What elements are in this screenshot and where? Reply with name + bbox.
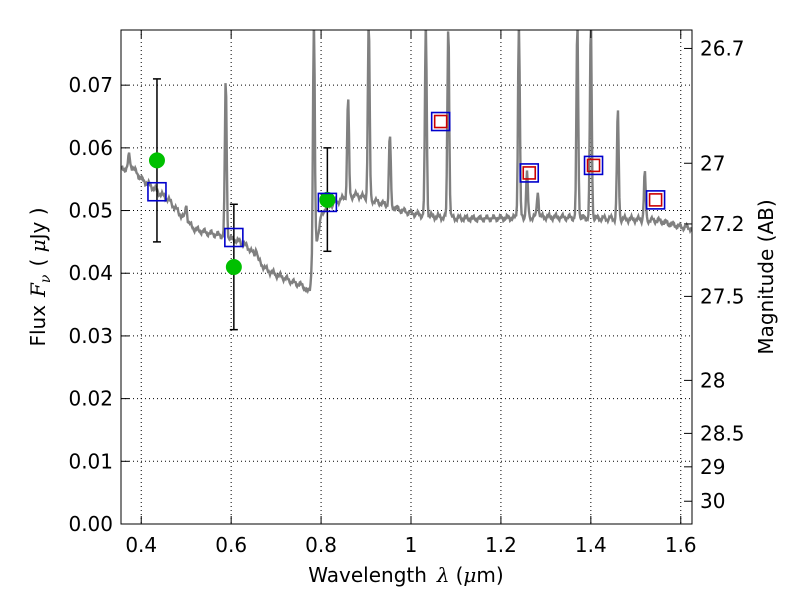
y2-tick-label: 27	[700, 151, 725, 175]
x-tick-label: 1.2	[485, 533, 517, 557]
y-axis-label: Flux Fν ( μJy )	[26, 207, 54, 346]
y-axis-label-text: Flux	[26, 305, 50, 347]
y2-tick-label: 27.5	[700, 284, 745, 308]
model-point-inner	[522, 166, 537, 180]
x-tick-label: 1.6	[665, 533, 697, 557]
model-point	[224, 227, 244, 248]
model-point-inner	[648, 193, 663, 207]
model-points	[147, 111, 666, 248]
axis-ticks: 0.4 0.6 0.8 1 1.2 1.4 1.6 0.00 0.01 0.02 0.03 0.04 0…	[68, 30, 745, 557]
y2-tick-label: 27.2	[700, 212, 745, 236]
y2-tick-label: 28.5	[700, 421, 745, 445]
y-tick-label: 0.05	[68, 199, 113, 223]
y2-axis-label: Magnitude (AB)	[754, 199, 778, 354]
y2-tick-label: 26.7	[700, 36, 745, 60]
x-tick-label: 0.8	[305, 533, 337, 557]
observed-points	[148, 152, 336, 275]
observed-point	[148, 152, 165, 169]
y-tick-label: 0.00	[68, 512, 113, 536]
x-axis-label-symbol: λ	[436, 563, 450, 587]
x-axis-label-unit-symbol: μ	[463, 563, 476, 587]
observed-point	[225, 258, 242, 275]
y-tick-label: 0.06	[68, 136, 113, 160]
observed-point	[319, 191, 336, 208]
y-tick-label: 0.04	[68, 261, 113, 285]
y-axis-label-unit-open: (	[26, 252, 50, 266]
x-axis-label-unit-open: (	[456, 563, 464, 587]
y-axis-label-unit-rest: Jy )	[26, 207, 50, 241]
y-tick-label: 0.03	[68, 324, 113, 348]
plot-content	[121, 30, 692, 331]
model-point	[430, 111, 451, 132]
x-tick-label: 1	[405, 533, 418, 557]
y-axis-label-symbol: F	[26, 282, 50, 298]
y-tick-label: 0.07	[68, 73, 113, 97]
x-axis-label: Wavelength λ (μm)	[308, 563, 503, 587]
x-axis-label-text: Wavelength	[308, 563, 427, 587]
model-point-inner	[586, 158, 601, 173]
grid-lines	[121, 30, 692, 524]
x-tick-label: 1.4	[575, 533, 607, 557]
y2-tick-label: 30	[700, 489, 725, 513]
y-axis-label-sub: ν	[38, 274, 54, 283]
plot-frame	[120, 29, 693, 525]
x-tick-label: 0.4	[125, 533, 157, 557]
spectrum-line	[121, 30, 692, 295]
y2-tick-label: 28	[700, 368, 725, 392]
model-point	[147, 181, 167, 202]
y2-tick-label: 29	[700, 455, 725, 479]
x-axis-label-unit-rest: m)	[476, 563, 503, 587]
model-point	[317, 192, 338, 213]
model-point	[519, 163, 540, 183]
model-point	[583, 155, 604, 176]
y-tick-label: 0.02	[68, 387, 113, 411]
y-axis-label-unit-symbol: μ	[26, 239, 50, 252]
y-tick-label: 0.01	[68, 449, 113, 473]
model-point	[645, 190, 666, 210]
error-bars	[152, 78, 332, 331]
model-point-inner	[433, 114, 448, 129]
x-tick-label: 0.6	[215, 533, 247, 557]
